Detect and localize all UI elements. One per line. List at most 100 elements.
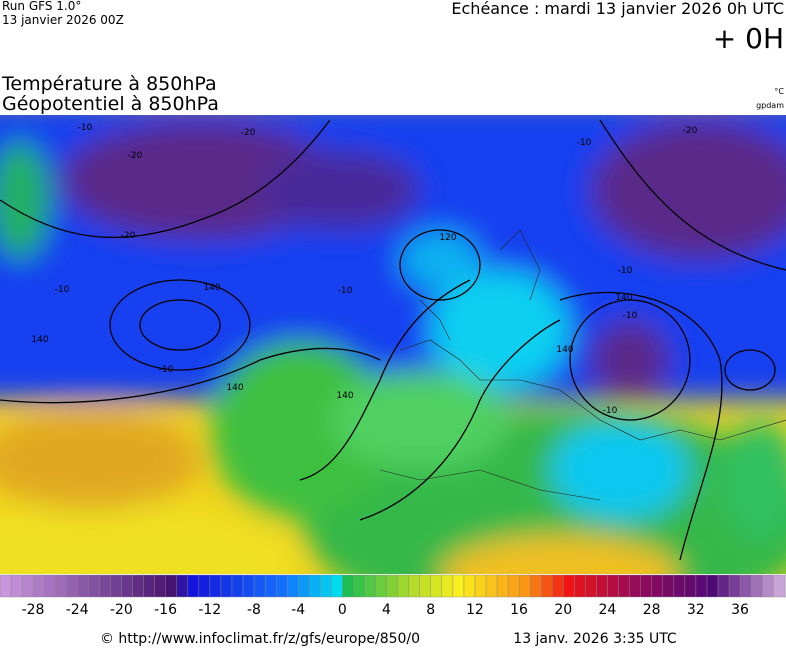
color-swatch — [541, 574, 553, 598]
contour-label: -10 — [603, 406, 618, 416]
contour-label: -10 — [159, 365, 174, 375]
contour-label: -10 — [78, 123, 93, 133]
temp-unit: °C — [774, 87, 784, 96]
color-swatch — [563, 574, 575, 598]
contour-label: 140 — [226, 383, 243, 393]
colorbar-tick-label: -20 — [110, 602, 133, 618]
lead-time: + 0H — [713, 22, 784, 55]
color-swatch — [231, 574, 244, 598]
color-swatch — [198, 574, 211, 598]
title-temperature: Température à 850hPa — [1, 73, 217, 95]
color-swatch — [309, 574, 321, 598]
color-swatch — [673, 574, 686, 598]
color-swatch — [496, 574, 509, 598]
color-swatch — [485, 574, 498, 598]
colorbar-tick-label: -16 — [154, 602, 177, 618]
color-swatch — [143, 574, 155, 598]
color-swatch — [773, 574, 785, 598]
contour-label: 140 — [203, 283, 220, 293]
color-swatch — [684, 574, 697, 598]
footer-date: 13 janv. 2026 3:35 UTC — [513, 631, 677, 647]
color-swatch — [66, 574, 78, 598]
color-swatch — [154, 574, 166, 598]
color-swatch — [717, 574, 730, 598]
color-swatch — [530, 574, 542, 598]
color-swatch — [242, 574, 255, 598]
color-swatch — [132, 574, 144, 598]
colorbar: -28 -24 -20 -16 -12 -8 -4 0 4 8 12 16 20 24 28 32 36 — [0, 574, 786, 618]
colorbar-tick-label: 8 — [426, 602, 435, 618]
colorbar-tick-label: 4 — [382, 602, 391, 618]
footer-source: © http://www.infoclimat.fr/z/gfs/europe/… — [100, 631, 420, 647]
color-swatch — [441, 574, 454, 598]
color-swatch — [750, 574, 763, 598]
color-swatch — [88, 574, 100, 598]
color-swatch — [21, 574, 34, 598]
colorbar-tick-label: 28 — [643, 602, 661, 618]
color-swatch — [408, 574, 420, 598]
color-swatch — [99, 574, 111, 598]
color-swatch — [287, 574, 299, 598]
color-swatch — [342, 574, 354, 598]
color-swatch — [364, 574, 376, 598]
color-swatch — [607, 574, 619, 598]
forecast-time: Echéance : mardi 13 janvier 2026 0h UTC — [451, 0, 784, 18]
color-swatch — [386, 574, 398, 598]
contour-label: -20 — [241, 128, 256, 138]
color-swatch — [165, 574, 177, 598]
color-swatch — [596, 574, 608, 598]
color-swatch — [187, 574, 200, 598]
contour-label: -10 — [55, 285, 70, 295]
geo-unit: gpdam — [756, 101, 784, 110]
color-swatch — [275, 574, 288, 598]
color-swatch — [728, 574, 741, 598]
color-swatch — [176, 574, 188, 598]
colorbar-tick-label: -12 — [198, 602, 221, 618]
color-swatch — [353, 574, 365, 598]
color-swatch — [55, 574, 67, 598]
color-swatch — [574, 574, 586, 598]
contour-label: -20 — [121, 231, 136, 241]
contour-label: -20 — [128, 151, 143, 161]
color-swatch — [430, 574, 443, 598]
color-swatch — [375, 574, 387, 598]
color-swatch — [419, 574, 432, 598]
contour-label: -10 — [577, 138, 592, 148]
color-swatch — [784, 574, 786, 598]
colorbar-tick-label: -28 — [22, 602, 45, 618]
color-swatch — [640, 574, 652, 598]
contour-label: 140 — [556, 345, 573, 355]
color-swatch — [397, 574, 409, 598]
color-swatch — [220, 574, 233, 598]
color-swatch — [77, 574, 89, 598]
color-swatch — [298, 574, 310, 598]
contour-label: 120 — [439, 233, 456, 243]
colorbar-tick-label: 12 — [466, 602, 484, 618]
color-swatch — [706, 574, 719, 598]
colorbar-tick-label: 0 — [338, 602, 347, 618]
color-swatch — [463, 574, 476, 598]
colorbar-tick-label: -24 — [66, 602, 89, 618]
title-geopotential: Géopotentiel à 850hPa — [2, 93, 219, 115]
color-swatch — [121, 574, 133, 598]
colorbar-tick-label: -4 — [291, 602, 305, 618]
contour-label: 140 — [336, 391, 353, 401]
color-swatch — [264, 574, 277, 598]
color-swatch — [651, 574, 664, 598]
contour-label: 140 — [615, 293, 632, 303]
color-swatch — [762, 574, 774, 598]
color-swatch — [629, 574, 641, 598]
colorbar-tick-label: 16 — [510, 602, 528, 618]
color-swatch — [695, 574, 708, 598]
color-swatch — [331, 574, 343, 598]
color-swatch — [320, 574, 332, 598]
color-swatch — [519, 574, 531, 598]
color-swatch — [618, 574, 630, 598]
color-swatch — [552, 574, 564, 598]
color-swatch — [253, 574, 266, 598]
color-swatch — [662, 574, 675, 598]
color-swatch — [507, 574, 520, 598]
contour-label: 140 — [31, 335, 48, 345]
color-swatch — [110, 574, 122, 598]
